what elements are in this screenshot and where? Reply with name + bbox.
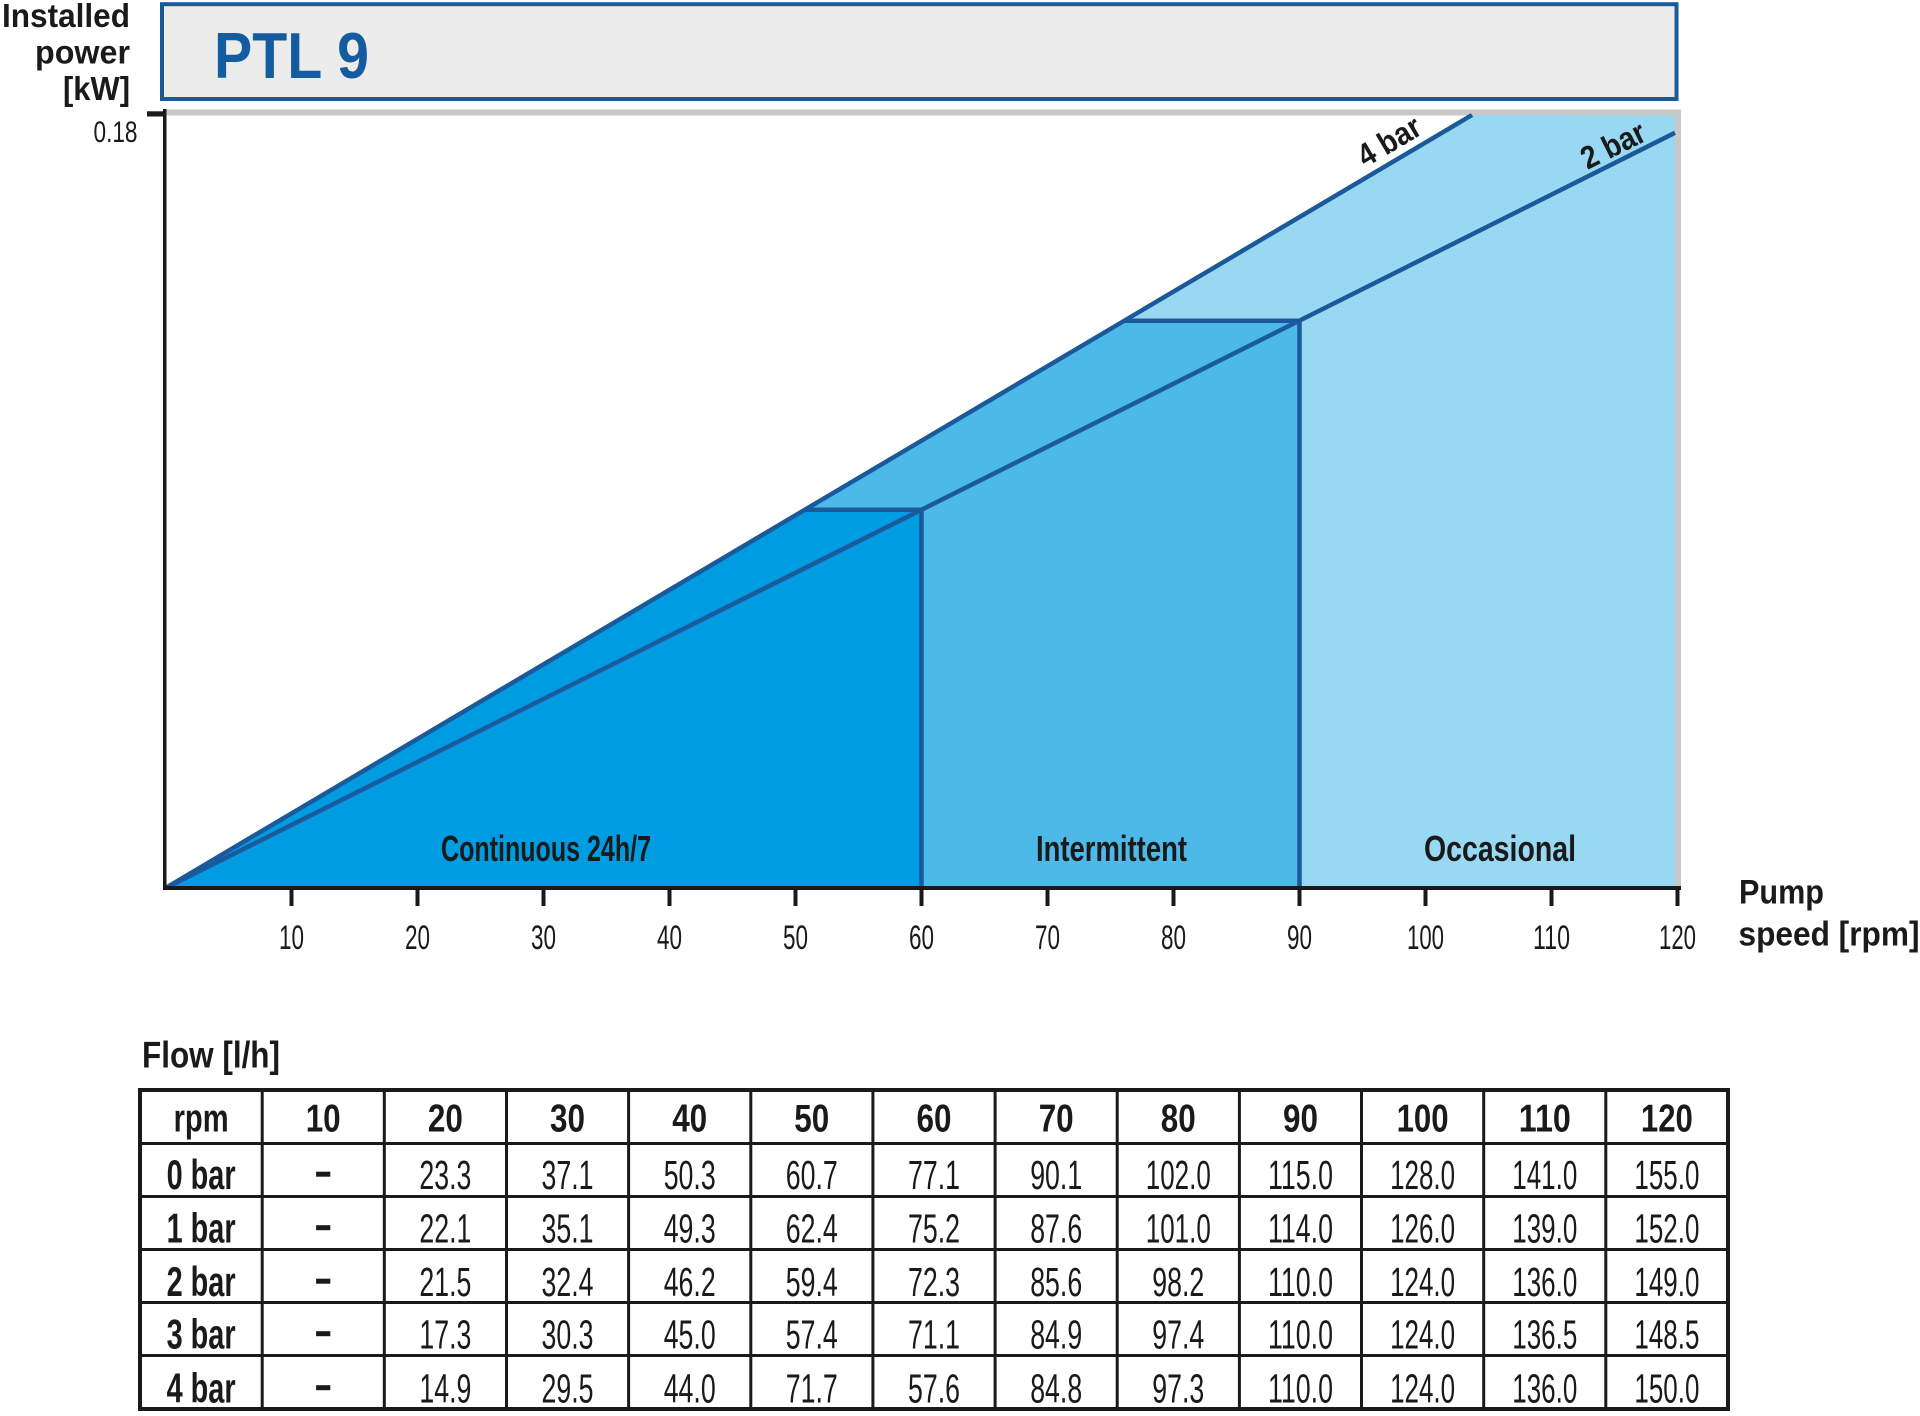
svg-text:21.5: 21.5: [419, 1259, 471, 1305]
svg-text:60: 60: [917, 1098, 952, 1141]
svg-text:50: 50: [794, 1098, 829, 1141]
svg-text:60.7: 60.7: [786, 1152, 838, 1198]
svg-text:136.0: 136.0: [1512, 1366, 1577, 1412]
svg-text:Occasional: Occasional: [1424, 828, 1576, 869]
svg-text:62.4: 62.4: [786, 1206, 838, 1252]
svg-text:59.4: 59.4: [786, 1259, 838, 1305]
svg-text:50: 50: [783, 919, 808, 957]
svg-text:84.8: 84.8: [1030, 1366, 1082, 1412]
svg-text:35.1: 35.1: [542, 1206, 594, 1252]
svg-text:40: 40: [657, 919, 682, 957]
svg-text:155.0: 155.0: [1634, 1152, 1699, 1198]
svg-text:149.0: 149.0: [1634, 1259, 1699, 1305]
svg-text:PTL 9: PTL 9: [214, 19, 369, 92]
svg-text:4 bar: 4 bar: [167, 1365, 236, 1412]
svg-text:75.2: 75.2: [908, 1206, 960, 1252]
svg-text:22.1: 22.1: [419, 1206, 471, 1252]
svg-text:97.4: 97.4: [1152, 1312, 1204, 1358]
svg-text:101.0: 101.0: [1146, 1206, 1211, 1252]
svg-text:71.1: 71.1: [908, 1312, 960, 1358]
svg-text:80: 80: [1161, 1098, 1196, 1141]
svg-text:100: 100: [1397, 1098, 1449, 1141]
svg-text:57.4: 57.4: [786, 1312, 838, 1358]
svg-text:120: 120: [1641, 1098, 1693, 1141]
svg-text:45.0: 45.0: [664, 1312, 716, 1358]
svg-text:Intermittent: Intermittent: [1036, 828, 1187, 869]
svg-text:10: 10: [306, 1098, 341, 1141]
svg-text:14.9: 14.9: [419, 1366, 471, 1412]
svg-text:Pump: Pump: [1739, 874, 1824, 912]
svg-text:23.3: 23.3: [419, 1152, 471, 1198]
svg-text:100: 100: [1407, 919, 1444, 957]
svg-text:141.0: 141.0: [1512, 1152, 1577, 1198]
svg-text:98.2: 98.2: [1152, 1259, 1204, 1305]
svg-text:30: 30: [550, 1098, 585, 1141]
svg-text:49.3: 49.3: [664, 1206, 716, 1252]
svg-text:115.0: 115.0: [1268, 1152, 1333, 1198]
svg-text:80: 80: [1161, 919, 1186, 957]
svg-text:124.0: 124.0: [1390, 1259, 1455, 1305]
svg-text:20: 20: [428, 1098, 463, 1141]
svg-text:97.3: 97.3: [1152, 1366, 1204, 1412]
svg-text:120: 120: [1659, 919, 1696, 957]
svg-text:87.6: 87.6: [1030, 1206, 1082, 1252]
svg-text:124.0: 124.0: [1390, 1366, 1455, 1412]
svg-text:rpm: rpm: [174, 1098, 229, 1141]
svg-text:50.3: 50.3: [664, 1152, 716, 1198]
svg-text:110: 110: [1519, 1098, 1571, 1141]
svg-text:139.0: 139.0: [1512, 1206, 1577, 1252]
svg-text:speed [rpm]: speed [rpm]: [1739, 916, 1920, 954]
svg-text:40: 40: [672, 1098, 707, 1141]
svg-text:136.0: 136.0: [1512, 1259, 1577, 1305]
svg-text:71.7: 71.7: [786, 1366, 838, 1412]
svg-text:110.0: 110.0: [1268, 1312, 1333, 1358]
svg-text:46.2: 46.2: [664, 1259, 716, 1305]
svg-text:124.0: 124.0: [1390, 1312, 1455, 1358]
svg-text:20: 20: [405, 919, 430, 957]
svg-text:90: 90: [1283, 1098, 1318, 1141]
svg-text:110.0: 110.0: [1268, 1366, 1333, 1412]
svg-text:30.3: 30.3: [542, 1312, 594, 1358]
svg-text:[kW]: [kW]: [63, 70, 130, 107]
svg-text:10: 10: [279, 919, 304, 957]
svg-text:114.0: 114.0: [1268, 1206, 1333, 1252]
svg-text:Installed: Installed: [2, 0, 130, 34]
svg-text:Continuous 24h/7: Continuous 24h/7: [441, 828, 651, 869]
svg-text:1 bar: 1 bar: [167, 1205, 236, 1252]
svg-text:110: 110: [1533, 919, 1570, 957]
svg-text:90: 90: [1287, 919, 1312, 957]
svg-text:150.0: 150.0: [1634, 1366, 1699, 1412]
svg-text:30: 30: [531, 919, 556, 957]
svg-text:2 bar: 2 bar: [167, 1258, 236, 1305]
svg-text:70: 70: [1039, 1098, 1074, 1141]
svg-text:77.1: 77.1: [908, 1152, 960, 1198]
svg-text:0 bar: 0 bar: [167, 1151, 236, 1198]
svg-text:148.5: 148.5: [1634, 1312, 1699, 1358]
svg-text:136.5: 136.5: [1512, 1312, 1577, 1358]
svg-text:32.4: 32.4: [542, 1259, 594, 1305]
svg-text:110.0: 110.0: [1268, 1259, 1333, 1305]
svg-text:29.5: 29.5: [542, 1366, 594, 1412]
svg-text:44.0: 44.0: [664, 1366, 716, 1412]
svg-text:85.6: 85.6: [1030, 1259, 1082, 1305]
svg-text:152.0: 152.0: [1634, 1206, 1699, 1252]
svg-text:Flow [l/h]: Flow [l/h]: [142, 1035, 280, 1076]
svg-text:0.18: 0.18: [94, 116, 138, 149]
svg-text:128.0: 128.0: [1390, 1152, 1455, 1198]
svg-text:84.9: 84.9: [1030, 1312, 1082, 1358]
svg-text:57.6: 57.6: [908, 1366, 960, 1412]
svg-text:power: power: [35, 34, 130, 71]
svg-text:72.3: 72.3: [908, 1259, 960, 1305]
svg-text:126.0: 126.0: [1390, 1206, 1455, 1252]
svg-text:17.3: 17.3: [419, 1312, 471, 1358]
svg-text:102.0: 102.0: [1146, 1152, 1211, 1198]
svg-text:70: 70: [1035, 919, 1060, 957]
svg-text:37.1: 37.1: [542, 1152, 594, 1198]
svg-text:3 bar: 3 bar: [167, 1311, 236, 1358]
svg-text:60: 60: [909, 919, 934, 957]
svg-text:90.1: 90.1: [1030, 1152, 1082, 1198]
